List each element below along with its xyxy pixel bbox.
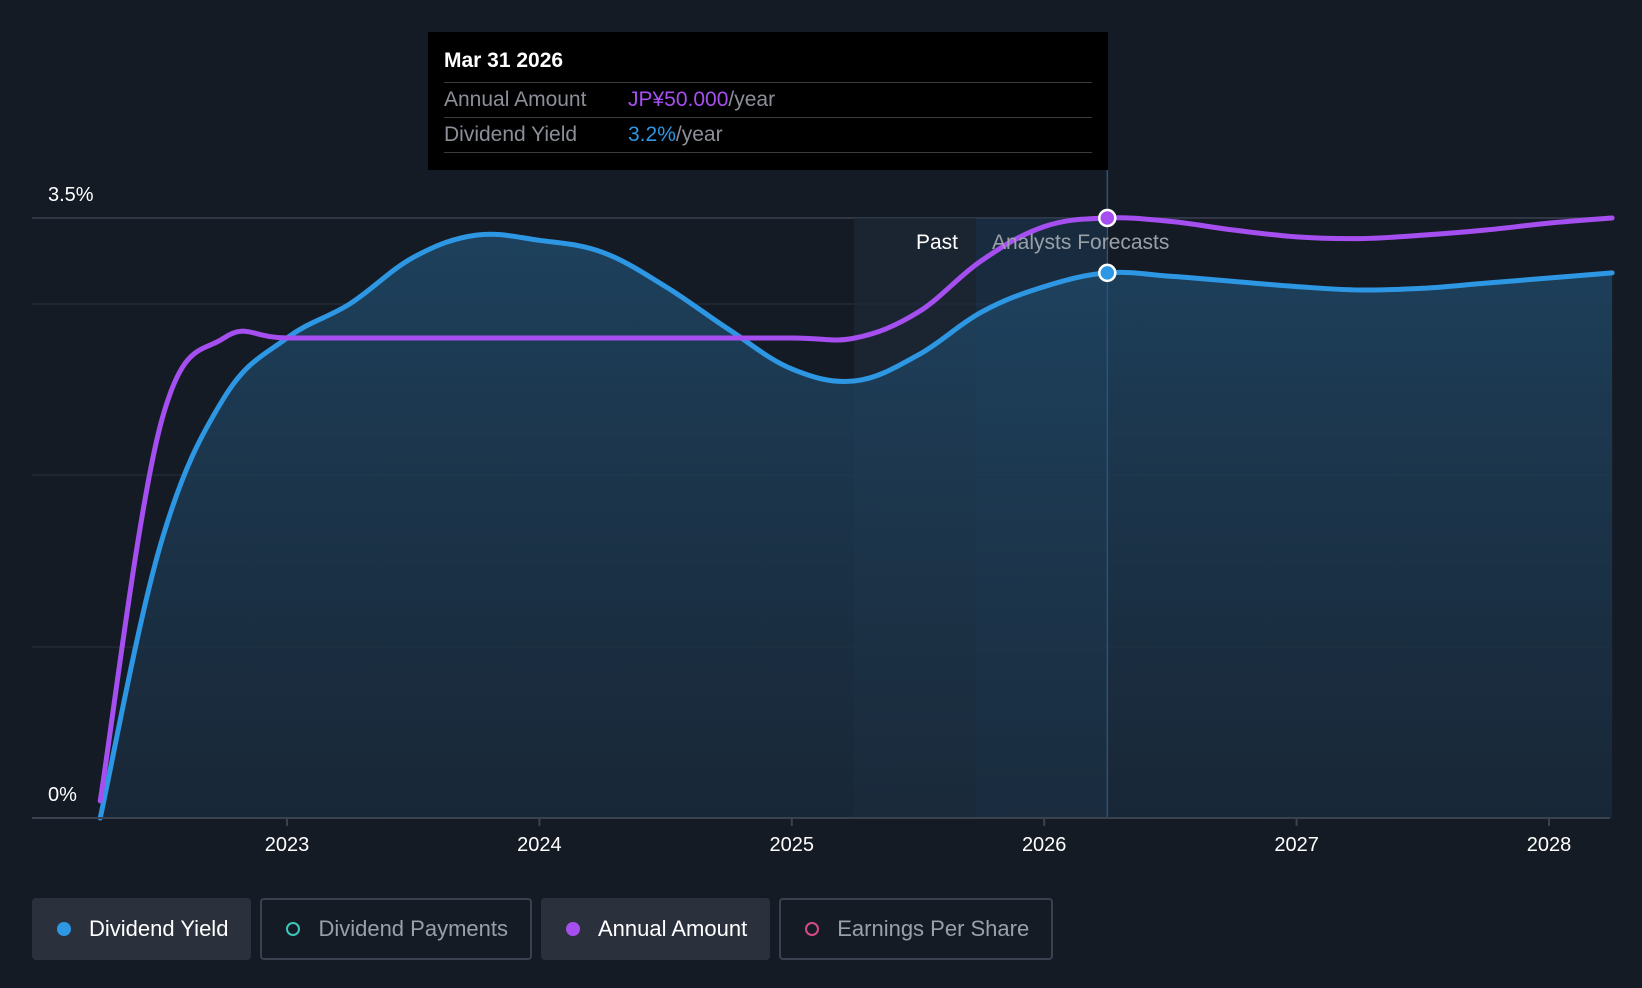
x-axis-tick-label: 2024 [517,834,562,856]
y-axis-tick-top: 3.5% [48,184,94,206]
analysts-forecasts-label: Analysts Forecasts [992,231,1169,254]
y-axis-tick-bottom: 0% [48,784,77,806]
earnings-per-share-dot-icon [805,922,820,936]
tooltip-date: Mar 31 2026 [444,46,1092,83]
tooltip-annual-amount-row: Annual Amount JP¥50.000 /year [444,83,1092,118]
legend-dividend-payments-label: Dividend Payments [318,916,508,941]
legend-annual-amount-button[interactable]: Annual Amount [540,898,771,960]
x-axis-tick-label: 2026 [1022,834,1067,856]
x-axis-tick-label: 2023 [265,834,310,856]
hover-tooltip: Mar 31 2026 Annual Amount JP¥50.000 /yea… [428,32,1108,170]
legend-dividend-yield-button[interactable]: Dividend Yield [32,898,252,960]
annual-amount-dot-icon [565,922,580,936]
legend-earnings-per-share-button[interactable]: Earnings Per Share [779,898,1054,960]
tooltip-annual-amount-label: Annual Amount [444,88,587,111]
dividend-yield-dot-icon [57,922,71,936]
tooltip-dividend-yield-label: Dividend Yield [444,123,578,146]
tooltip-annual-amount-value: JP¥50.000 [628,88,729,111]
x-axis-tick-label: 2027 [1274,834,1319,856]
x-axis-tick-label: 2025 [770,834,815,856]
legend-dividend-yield-label: Dividend Yield [89,916,229,941]
legend-annual-amount-label: Annual Amount [597,916,748,941]
chart-legend: Dividend Yield Dividend Payments Annual … [32,898,1054,960]
annual-amount-line[interactable] [97,215,1615,804]
tooltip-annual-amount-unit: /year [728,88,776,111]
tooltip-dividend-yield-row: Dividend Yield 3.2% /year [444,118,1092,153]
tooltip-dividend-yield-value: 3.2% [628,123,676,146]
dividend-payments-dot-icon [286,922,301,936]
tooltip-dividend-yield-unit: /year [675,123,723,146]
past-label: Past [916,231,958,254]
x-axis-tick-label: 2028 [1527,834,1572,856]
legend-dividend-payments-button[interactable]: Dividend Payments [260,898,532,960]
annual-amount-marker[interactable] [1098,208,1117,228]
dividend-yield-marker[interactable] [1098,263,1117,283]
dividend-yield-area [100,234,1613,818]
legend-earnings-per-share-label: Earnings Per Share [837,916,1030,941]
